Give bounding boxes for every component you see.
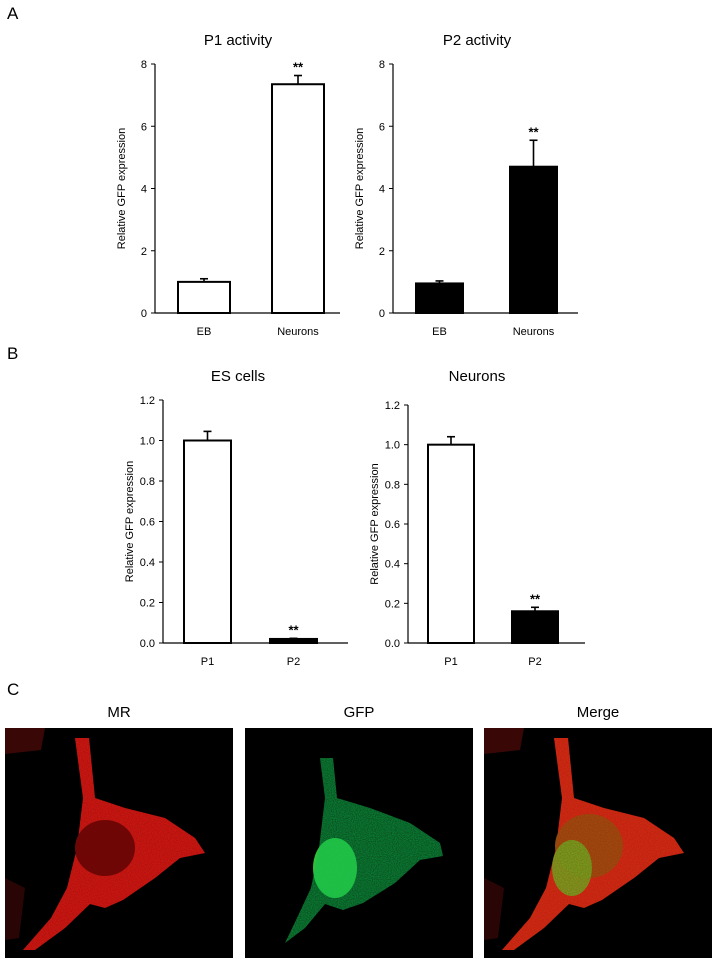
chart-title-neurons: Neurons — [448, 368, 506, 385]
significance-label: ** — [288, 622, 299, 637]
significance-label: ** — [293, 60, 304, 75]
x-tick-label: Neurons — [277, 326, 319, 338]
y-tick-label: 0.4 — [140, 557, 155, 569]
bar-p2 — [269, 637, 318, 645]
micrograph-title-mr: MR — [107, 704, 131, 721]
y-tick-label: 2 — [141, 246, 147, 258]
micrograph-mr — [5, 728, 233, 958]
y-tick-label: 0.4 — [385, 559, 400, 571]
chart-title-p2-activity: P2 activity — [442, 32, 512, 49]
y-tick-label: 0 — [141, 308, 147, 320]
micrograph-merge — [484, 728, 712, 958]
significance-label: ** — [530, 591, 541, 606]
micrograph-gfp — [245, 728, 473, 958]
y-axis-label: Relative GFP expression — [369, 463, 381, 584]
x-tick-label: P1 — [444, 656, 457, 668]
x-tick-label: P2 — [528, 656, 541, 668]
y-tick-label: 2 — [379, 246, 385, 258]
cell-image-mr — [5, 728, 205, 950]
y-tick-label: 6 — [141, 121, 147, 133]
bar-neurons — [271, 83, 325, 314]
y-tick-label: 0.2 — [385, 598, 400, 610]
micrograph-title-merge: Merge — [576, 704, 620, 721]
x-tick-label: Neurons — [513, 326, 555, 338]
y-tick-label: 4 — [141, 184, 147, 196]
micrograph-title-gfp: GFP — [343, 704, 375, 721]
y-tick-label: 1.2 — [140, 395, 155, 407]
x-tick-label: P2 — [287, 656, 300, 668]
x-tick-label: EB — [197, 326, 212, 338]
y-tick-label: 0 — [379, 308, 385, 320]
y-tick-label: 1.0 — [385, 440, 400, 452]
y-tick-label: 0.0 — [385, 638, 400, 650]
cell-image-merge — [484, 728, 684, 950]
y-tick-label: 6 — [379, 121, 385, 133]
bar-eb — [177, 280, 231, 314]
y-tick-label: 8 — [379, 59, 385, 71]
y-axis-label: Relative GFP expression — [354, 128, 366, 249]
y-axis-label: Relative GFP expression — [116, 128, 128, 249]
chart-title-es-cells: ES cells — [210, 368, 266, 385]
bar-neurons — [509, 165, 558, 314]
x-tick-label: EB — [432, 326, 447, 338]
bar-p2 — [511, 610, 559, 644]
y-tick-label: 0.8 — [385, 479, 400, 491]
x-tick-label: P1 — [201, 656, 214, 668]
cell-image-gfp — [285, 758, 443, 943]
y-tick-label: 1.0 — [140, 436, 155, 448]
y-tick-label: 0.6 — [385, 519, 400, 531]
y-tick-label: 1.2 — [385, 400, 400, 412]
panel-label-c: C — [7, 680, 20, 699]
y-tick-label: 8 — [141, 59, 147, 71]
bar-p1 — [183, 439, 232, 644]
panel-label-a: A — [7, 4, 19, 23]
y-tick-label: 0.6 — [140, 517, 155, 529]
y-tick-label: 0.0 — [140, 638, 155, 650]
y-tick-label: 0.8 — [140, 476, 155, 488]
y-axis-label: Relative GFP expression — [124, 461, 136, 582]
bar-p1 — [427, 443, 475, 644]
y-tick-label: 4 — [379, 184, 385, 196]
bar-eb — [415, 282, 464, 314]
y-tick-label: 0.2 — [140, 598, 155, 610]
significance-label: ** — [528, 124, 539, 139]
chart-title-p1-activity: P1 activity — [203, 32, 273, 49]
panel-label-b: B — [7, 344, 19, 363]
